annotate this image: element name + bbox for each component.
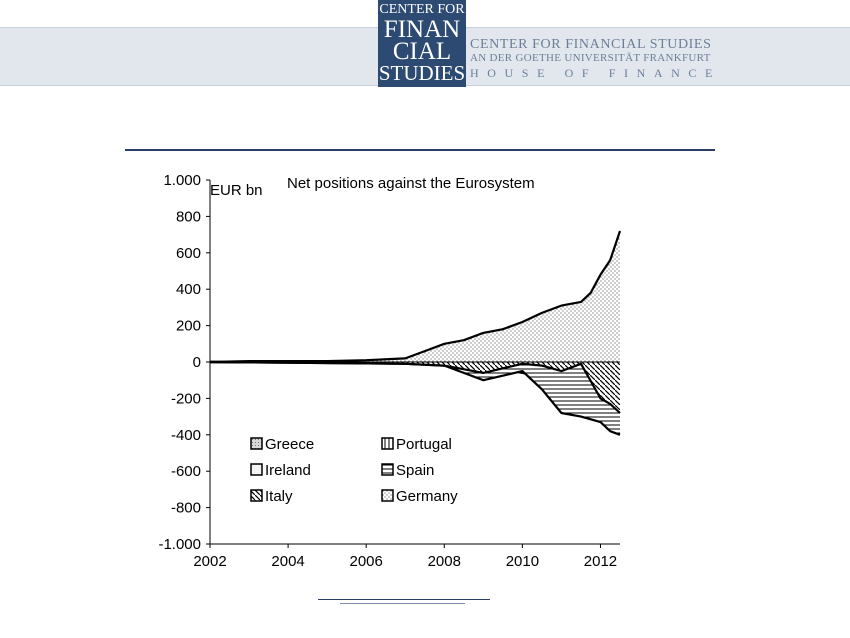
- x-tick-label: 2006: [350, 553, 383, 570]
- legend-label-spain: Spain: [396, 462, 434, 479]
- legend-swatch-italy: [250, 489, 263, 502]
- slide-rule-top: [125, 149, 715, 151]
- logo-line-2: FINAN: [383, 16, 461, 43]
- chart-axes: 1.000 800 600 400 200 0 -200 -400 -600 -800 -1.000…: [158, 172, 620, 570]
- y-tick-label: -800: [171, 500, 201, 517]
- y-tick-label: 400: [176, 281, 201, 298]
- slide-rule-bottom: [318, 599, 490, 600]
- legend-swatch-spain: [381, 463, 394, 476]
- logo-line-1: CENTER FOR: [379, 2, 465, 17]
- slide-rule-bottom-2: [340, 603, 465, 604]
- y-tick-label: -400: [171, 427, 201, 444]
- x-tick-label: 2012: [584, 553, 617, 570]
- x-tick-label: 2004: [271, 553, 304, 570]
- chart-legend: Greece Portugal Ireland Spain Italy Germany: [250, 436, 458, 505]
- chart-areas: [209, 230, 622, 436]
- x-tick-label: 2002: [193, 553, 226, 570]
- series-line-germany: [209, 230, 622, 364]
- y-tick-label: -200: [171, 390, 201, 407]
- legend-label-greece: Greece: [265, 436, 314, 453]
- series-area-germany: [210, 231, 620, 362]
- legend-label-portugal: Portugal: [396, 436, 452, 453]
- y-tick-label: 200: [176, 318, 201, 335]
- legend-label-ireland: Ireland: [265, 462, 311, 479]
- cfs-logo[interactable]: CENTER FOR FINAN CIAL STUDIES: [378, 0, 466, 87]
- legend-swatch-greece: [250, 437, 263, 450]
- series-area-spain: [210, 362, 620, 435]
- y-tick-label: 600: [176, 245, 201, 262]
- org-name: CENTER FOR FINANCIAL STUDIES: [470, 37, 712, 52]
- y-tick-label: 800: [176, 208, 201, 225]
- chart-title: Net positions against the Eurosystem: [287, 175, 535, 192]
- x-tick-label: 2010: [506, 553, 539, 570]
- legend-label-germany: Germany: [396, 488, 458, 505]
- logo-line-3: CIAL: [392, 38, 452, 65]
- y-tick-label: -1.000: [158, 536, 201, 553]
- y-tick-label: 1.000: [163, 172, 201, 189]
- org-subtitle: AN DER GOETHE UNIVERSITÄT FRANKFURT: [470, 52, 711, 64]
- logo-line-4: STUDIES: [378, 61, 466, 85]
- y-tick-label: 0: [193, 354, 201, 371]
- legend-swatch-ireland: [250, 463, 263, 476]
- y-tick-label: -600: [171, 463, 201, 480]
- y-axis-label: EUR bn: [210, 182, 263, 199]
- series-line-italy: [209, 360, 621, 414]
- legend-label-italy: Italy: [265, 488, 293, 505]
- legend-swatch-portugal: [381, 437, 394, 450]
- eurosystem-chart: 1.000 800 600 400 200 0 -200 -400 -600 -800 -1.000…: [158, 172, 622, 570]
- org-house: HOUSE OF FINANCE: [470, 66, 721, 80]
- x-tick-label: 2008: [428, 553, 461, 570]
- legend-swatch-germany: [381, 489, 394, 502]
